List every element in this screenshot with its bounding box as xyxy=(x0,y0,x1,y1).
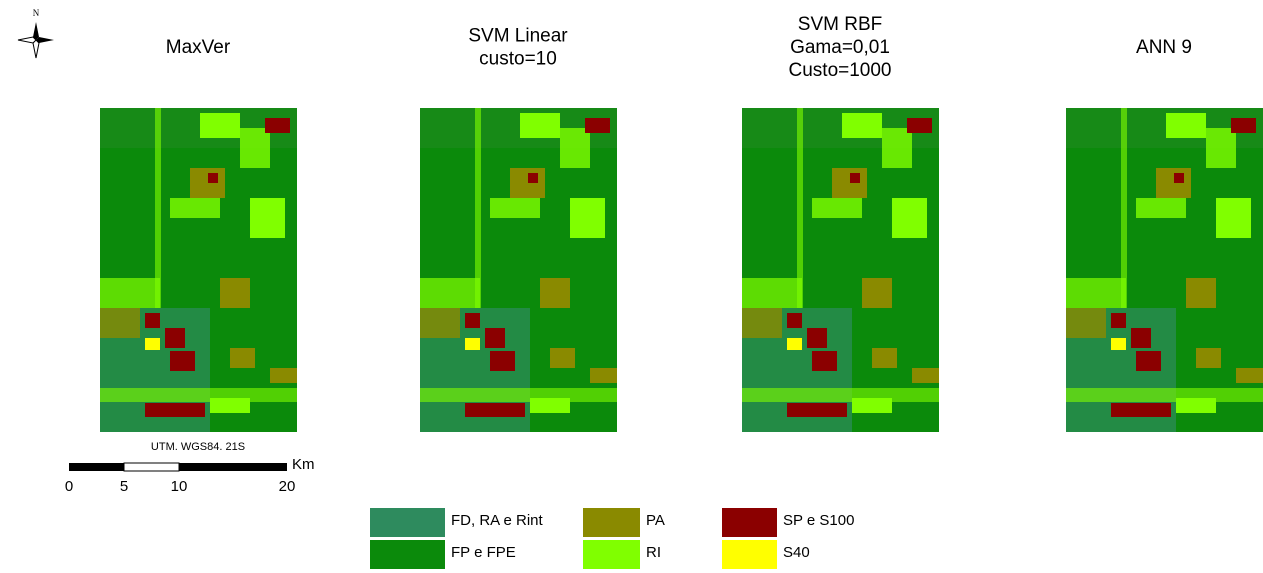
panel-title: SVM Linear xyxy=(468,26,568,47)
scale-bar xyxy=(69,463,287,471)
legend-label: RI xyxy=(646,544,661,561)
panel-title: MaxVer xyxy=(166,37,231,58)
north-label: N xyxy=(33,8,40,18)
legend-label: SP e S100 xyxy=(783,512,854,529)
legend-swatch xyxy=(370,540,445,569)
panel-title: custo=10 xyxy=(479,49,557,70)
scale-label: 0 xyxy=(65,478,73,495)
panel-title: ANN 9 xyxy=(1136,37,1192,58)
legend-swatch xyxy=(722,540,777,569)
classified-map xyxy=(742,108,939,432)
projection-label: UTM. WGS84. 21S xyxy=(151,441,245,453)
legend-label: FP e FPE xyxy=(451,544,516,561)
panel-title: Gama=0,01 xyxy=(790,37,890,58)
scale-label: 10 xyxy=(171,478,188,495)
legend-swatch xyxy=(583,508,640,537)
scale-label: 5 xyxy=(120,478,128,495)
figure: N UTM. WGS84. 21S Km MaxVer SVM Linearcus… xyxy=(0,0,1263,573)
legend-swatch xyxy=(722,508,777,537)
legend-label: S40 xyxy=(783,544,810,561)
classified-map xyxy=(100,108,297,432)
legend-swatch xyxy=(370,508,445,537)
north-arrow: N xyxy=(18,8,54,58)
panel-title: Custo=1000 xyxy=(789,60,892,81)
map-panel: MaxVer xyxy=(100,37,297,432)
legend-label: PA xyxy=(646,512,665,529)
scale-label: 20 xyxy=(279,478,296,495)
classified-map xyxy=(420,108,617,432)
map-panel: ANN 9 xyxy=(1066,37,1263,432)
scale-unit: Km xyxy=(292,456,315,473)
classified-map xyxy=(1066,108,1263,432)
panel-title: SVM RBF xyxy=(798,14,882,35)
legend-swatch xyxy=(583,540,640,569)
legend-label: FD, RA e Rint xyxy=(451,512,544,529)
